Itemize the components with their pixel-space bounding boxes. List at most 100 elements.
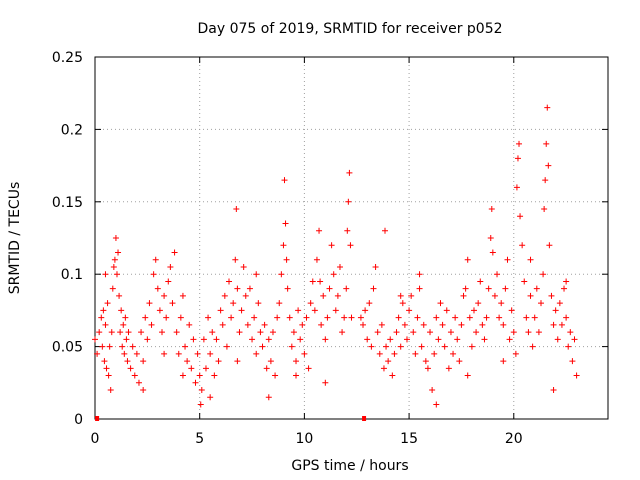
- x-tick-label: 20: [505, 431, 523, 447]
- data-point: [429, 387, 436, 394]
- data-point: [500, 321, 507, 328]
- data-point: [98, 314, 105, 321]
- data-point: [391, 350, 398, 357]
- data-point: [110, 263, 117, 270]
- data-point: [525, 329, 532, 336]
- data-point: [504, 256, 511, 263]
- y-tick-label: 0.25: [52, 50, 83, 66]
- data-point: [483, 314, 490, 321]
- data-point: [546, 242, 553, 249]
- data-point: [219, 321, 226, 328]
- data-point: [468, 343, 475, 350]
- data-point: [105, 372, 112, 379]
- data-point: [506, 336, 513, 343]
- data-point: [253, 350, 260, 357]
- data-point: [234, 358, 241, 365]
- data-point: [133, 350, 140, 357]
- data-point: [202, 365, 209, 372]
- data-point: [205, 314, 212, 321]
- data-point: [548, 292, 555, 299]
- data-point: [393, 329, 400, 336]
- data-point: [101, 358, 108, 365]
- data-point: [173, 329, 180, 336]
- data-point: [531, 314, 538, 321]
- data-point: [244, 321, 251, 328]
- data-point: [383, 343, 390, 350]
- data-point: [120, 321, 127, 328]
- data-point: [341, 314, 348, 321]
- data-point: [317, 278, 324, 285]
- data-point: [347, 242, 354, 249]
- axis-marker: [95, 416, 100, 421]
- data-point: [364, 336, 371, 343]
- data-point: [109, 285, 116, 292]
- data-point: [238, 307, 245, 314]
- data-point: [544, 104, 551, 111]
- data-point: [198, 387, 205, 394]
- data-point: [450, 350, 457, 357]
- data-point: [161, 292, 168, 299]
- data-point: [541, 206, 548, 213]
- data-point: [94, 350, 101, 357]
- data-point: [184, 358, 191, 365]
- data-point: [360, 321, 367, 328]
- data-point: [487, 235, 494, 241]
- data-point: [561, 285, 568, 292]
- data-point: [473, 329, 480, 336]
- data-point: [163, 314, 170, 321]
- data-point: [330, 271, 337, 278]
- data-point: [115, 249, 122, 256]
- x-tick-label: 15: [400, 431, 418, 447]
- data-point: [462, 285, 469, 292]
- data-point: [387, 336, 394, 343]
- data-point: [470, 307, 477, 314]
- data-point: [326, 285, 333, 292]
- data-point: [437, 300, 444, 307]
- data-point: [259, 343, 266, 350]
- data-point: [221, 292, 228, 299]
- data-point: [154, 285, 161, 292]
- data-point: [311, 307, 318, 314]
- plot-frame: [94, 56, 609, 420]
- data-point: [167, 263, 174, 270]
- data-point: [111, 256, 118, 263]
- data-point: [571, 336, 578, 343]
- data-point: [460, 292, 467, 299]
- data-point: [514, 155, 521, 162]
- data-point: [197, 401, 204, 408]
- data-point: [200, 336, 207, 343]
- data-point: [458, 321, 465, 328]
- data-point: [535, 329, 542, 336]
- x-tick-label: 0: [91, 431, 100, 447]
- data-point: [424, 365, 431, 372]
- data-point: [246, 285, 253, 292]
- data-point: [385, 358, 392, 365]
- data-point: [146, 300, 153, 307]
- data-point: [182, 343, 189, 350]
- y-tick-label: 0.15: [52, 195, 83, 211]
- data-point: [500, 358, 507, 365]
- data-point: [117, 329, 124, 336]
- data-point: [282, 220, 289, 227]
- data-point: [261, 321, 268, 328]
- data-point: [99, 343, 106, 350]
- data-point: [236, 329, 243, 336]
- data-point: [401, 321, 408, 328]
- data-point: [427, 329, 434, 336]
- data-point: [190, 336, 197, 343]
- data-point: [537, 300, 544, 307]
- data-point: [127, 365, 134, 372]
- data-point: [135, 379, 142, 386]
- data-point: [322, 336, 329, 343]
- data-point: [512, 350, 519, 357]
- data-point: [519, 242, 526, 249]
- data-point: [439, 321, 446, 328]
- data-point: [293, 358, 300, 365]
- x-tick-label: 5: [195, 431, 204, 447]
- data-point: [307, 300, 314, 307]
- data-point: [194, 350, 201, 357]
- data-point: [213, 336, 220, 343]
- data-point: [232, 256, 239, 263]
- data-point: [305, 365, 312, 372]
- data-point: [368, 343, 375, 350]
